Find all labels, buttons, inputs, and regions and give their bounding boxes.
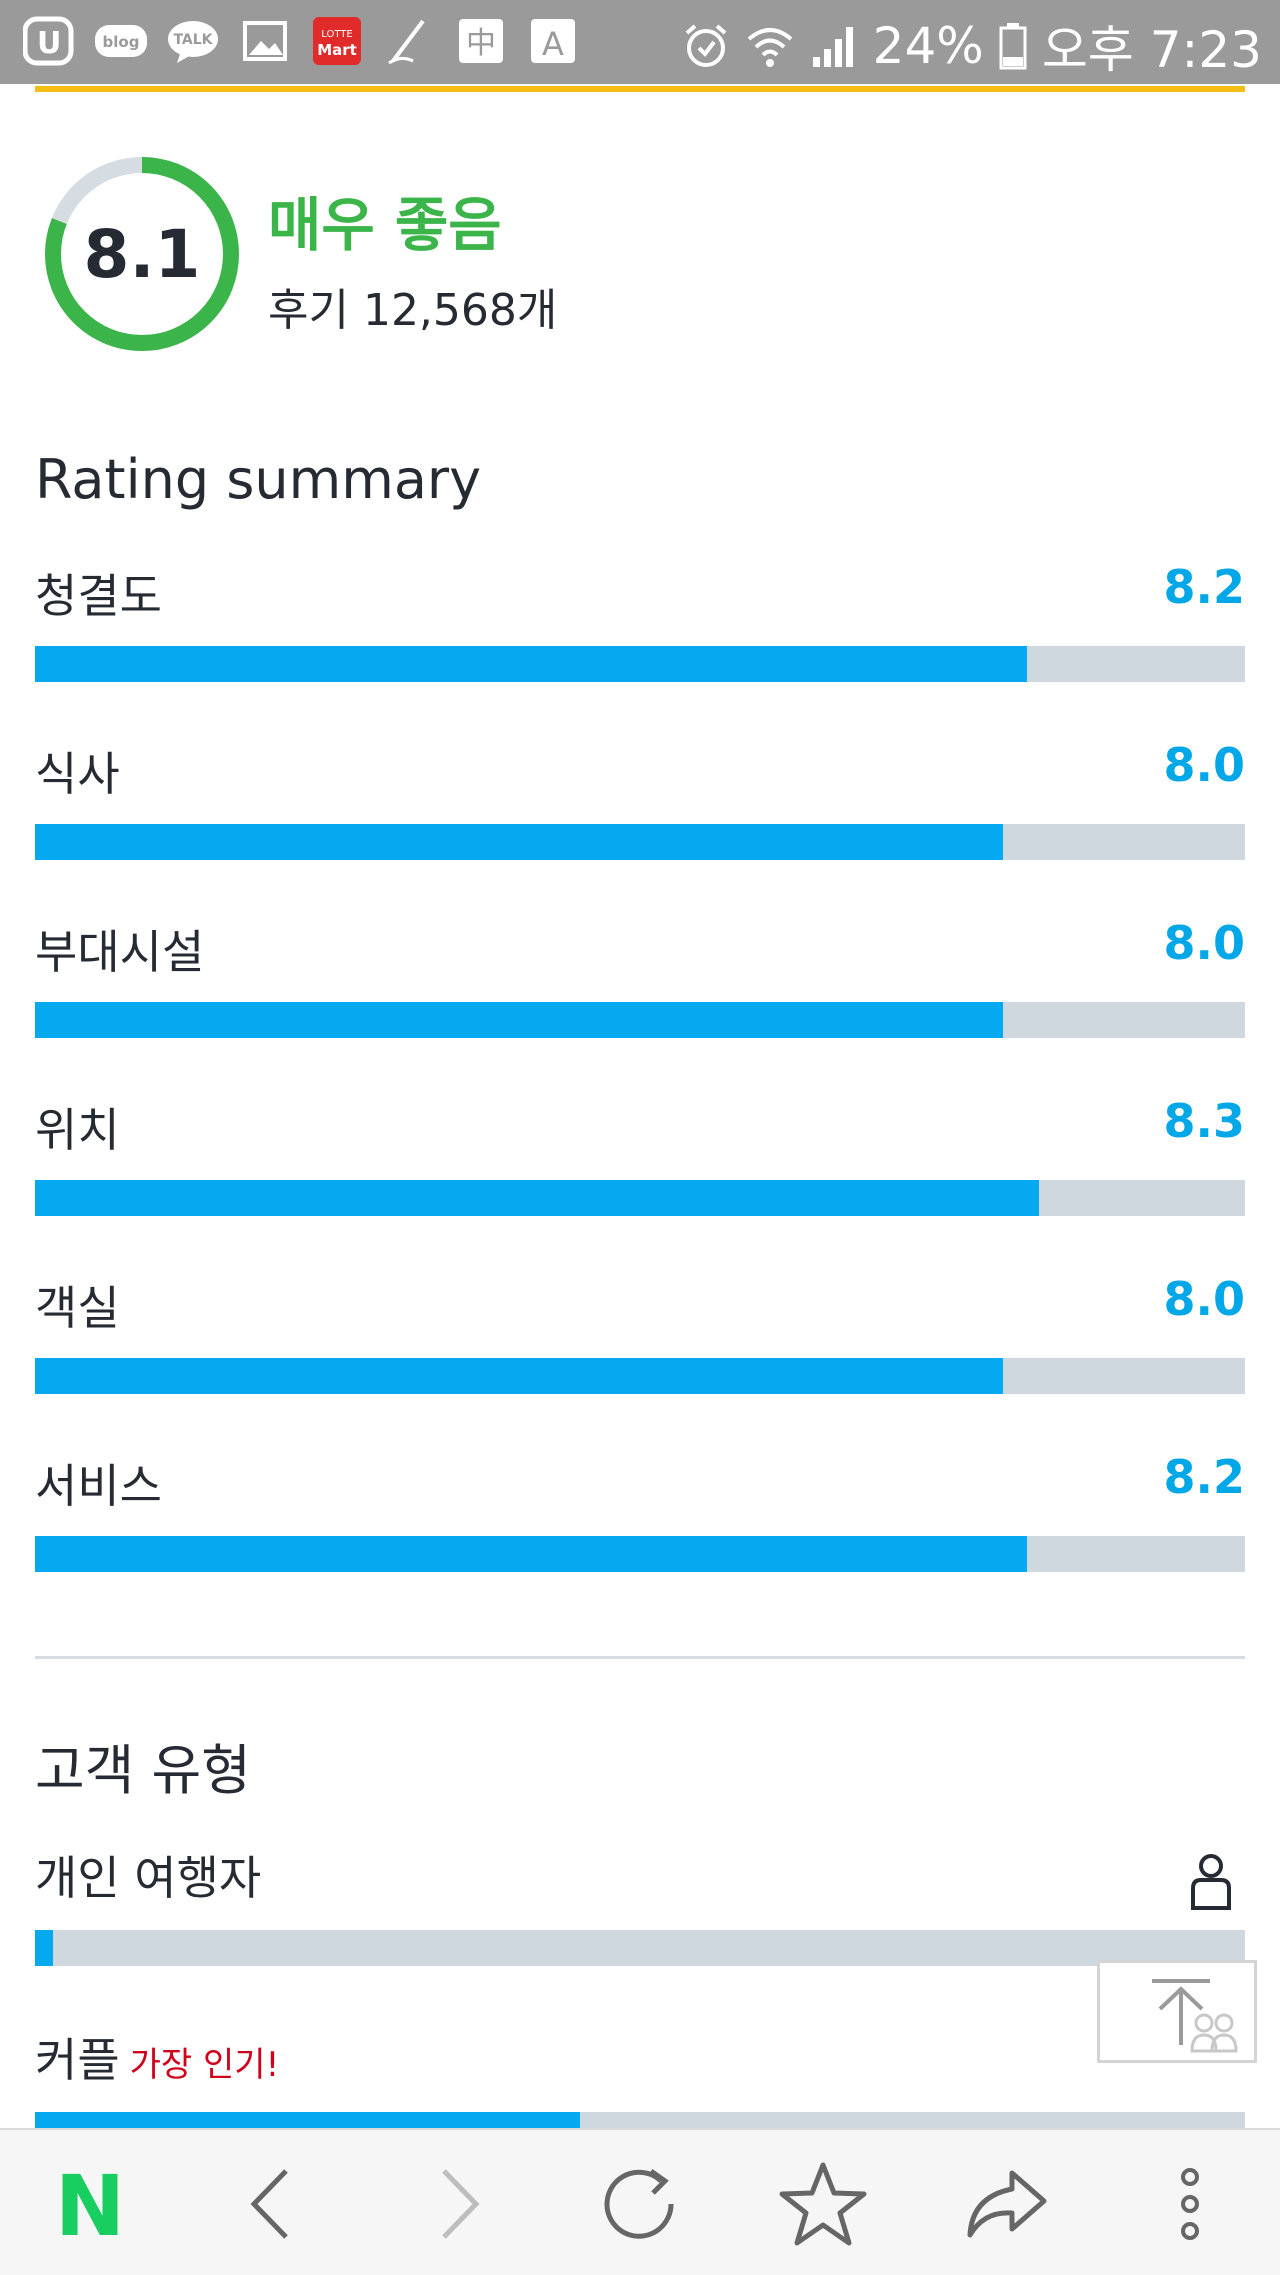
back-button[interactable] — [198, 2130, 348, 2275]
rating-row-meals: 식사 8.0 — [35, 738, 1245, 888]
rating-bar-fill — [35, 1002, 1003, 1038]
rating-label: 식사 — [35, 747, 120, 801]
share-icon — [967, 2170, 1047, 2237]
svg-text:N: N — [55, 2159, 125, 2249]
rating-bar-fill — [35, 1358, 1003, 1394]
naver-home-button[interactable]: N — [15, 2130, 165, 2275]
talk-icon: TALK — [166, 14, 220, 68]
rating-bar-track — [35, 1536, 1245, 1572]
rating-value: 8.0 — [1163, 738, 1246, 792]
more-icon — [1181, 2167, 1199, 2240]
rating-bar-track — [35, 1002, 1245, 1038]
svg-text:中: 中 — [466, 26, 496, 61]
bookmark-button[interactable] — [748, 2130, 898, 2275]
battery-percent: 24% — [872, 17, 984, 75]
traveler-type-solo[interactable]: 개인 여행자 — [35, 1842, 1245, 1982]
rating-row-facilities: 부대시설 8.0 — [35, 916, 1245, 1066]
score-verdict: 매우 좋음 — [268, 191, 502, 259]
rating-bar-fill — [35, 824, 1003, 860]
traveler-type-label: 커플 — [35, 2033, 120, 2087]
rating-label: 객실 — [35, 1281, 120, 1335]
rating-label: 서비스 — [35, 1459, 162, 1513]
rating-row-service: 서비스 8.2 — [35, 1450, 1245, 1600]
rating-label: 청결도 — [35, 569, 162, 623]
most-popular-badge: 가장 인기! — [129, 2045, 280, 2085]
rating-row-cleanliness: 청결도 8.2 — [35, 560, 1245, 710]
forward-icon — [442, 2168, 480, 2239]
signal-icon — [812, 27, 853, 67]
gallery-icon — [238, 14, 292, 68]
rating-row-location: 위치 8.3 — [35, 1094, 1245, 1244]
rating-value: 8.2 — [1163, 1450, 1246, 1504]
clock: 오후 7:23 — [1041, 21, 1262, 79]
notification-icons: U blog TALK LOTTE Mart 中 A — [22, 14, 580, 68]
traveler-bar-track — [35, 1930, 1245, 1966]
svg-text:TALK: TALK — [173, 32, 213, 48]
forward-button[interactable] — [382, 2130, 532, 2275]
wifi-icon — [747, 28, 792, 67]
rating-value: 8.0 — [1163, 1272, 1246, 1326]
overall-score: 8.1 — [83, 215, 201, 293]
lotte-mart-icon: LOTTE Mart — [310, 14, 364, 68]
rating-bar-fill — [35, 646, 1028, 682]
rating-value: 8.0 — [1163, 916, 1246, 970]
scroll-to-top-icon — [1152, 1979, 1238, 2053]
system-status: 24% 오후 7:23 — [681, 10, 1262, 82]
rating-summary-title: Rating summary — [35, 448, 482, 511]
person-icon — [1191, 1854, 1231, 1910]
rating-value: 8.2 — [1163, 560, 1246, 614]
back-icon — [250, 2168, 288, 2239]
svg-text:blog: blog — [103, 33, 140, 51]
status-bar: U blog TALK LOTTE Mart 中 A 24% 오후 7:23 — [0, 0, 1280, 84]
score-ring: 8.1 — [42, 154, 242, 354]
svg-text:LOTTE: LOTTE — [321, 29, 352, 40]
rating-bar-track — [35, 824, 1245, 860]
naver-icon: N — [55, 2159, 125, 2249]
scroll-to-top-button[interactable] — [1097, 1960, 1257, 2063]
more-button[interactable] — [1115, 2130, 1265, 2275]
rating-bar-track — [35, 1180, 1245, 1216]
rating-label: 위치 — [35, 1103, 120, 1157]
blog-icon: blog — [94, 14, 148, 68]
rating-value: 8.3 — [1163, 1094, 1246, 1148]
rating-bar-fill — [35, 1536, 1028, 1572]
traveler-type-label-wrap: 커플 가장 인기! — [35, 2024, 279, 2090]
rating-bar-fill — [35, 1180, 1040, 1216]
svg-text:U: U — [37, 26, 61, 61]
review-count[interactable]: 후기 12,568개 — [268, 285, 558, 336]
pen-icon — [382, 14, 436, 68]
rating-bar-track — [35, 646, 1245, 682]
share-button[interactable] — [932, 2130, 1082, 2275]
battery-icon — [999, 23, 1027, 70]
refresh-button[interactable] — [565, 2130, 715, 2275]
traveler-types-title: 고객 유형 — [35, 1739, 251, 1802]
font-a-icon: A — [526, 14, 580, 68]
section-divider — [35, 1656, 1245, 1659]
bookmark-star-icon — [779, 2162, 867, 2245]
u-plus-icon: U — [22, 14, 76, 68]
traveler-bar-fill — [35, 1930, 54, 1966]
rating-bar-track — [35, 1358, 1245, 1394]
rating-label: 부대시설 — [35, 925, 205, 979]
alarm-icon — [685, 24, 726, 67]
refresh-icon — [604, 2168, 674, 2239]
chinese-char-icon: 中 — [454, 14, 508, 68]
browser-bottom-nav: N — [0, 2128, 1280, 2275]
svg-text:A: A — [542, 25, 564, 63]
accent-line — [35, 86, 1245, 92]
svg-text:Mart: Mart — [317, 41, 357, 59]
rating-row-room: 객실 8.0 — [35, 1272, 1245, 1422]
traveler-type-label: 개인 여행자 — [35, 1851, 262, 1905]
score-ring-arc — [45, 157, 239, 351]
